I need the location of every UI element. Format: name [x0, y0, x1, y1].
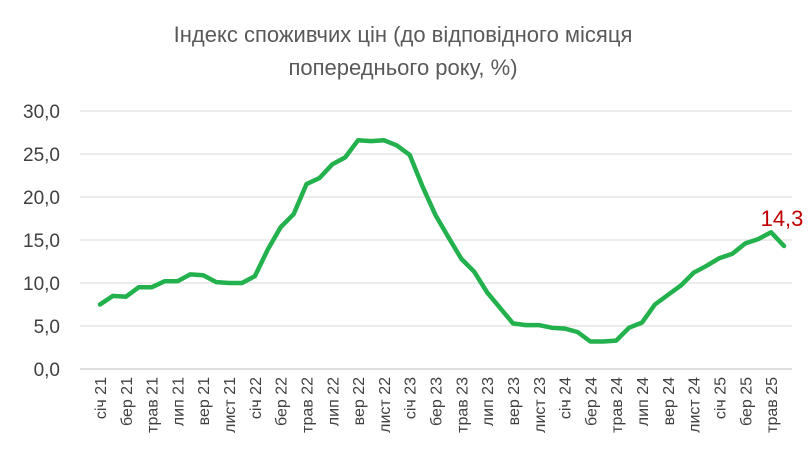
x-tick-label: бер 24	[583, 377, 600, 426]
gridlines	[80, 110, 792, 370]
series-lines	[97, 137, 787, 344]
x-tick-label: лист 23	[532, 377, 549, 433]
x-tick-label: січ 21	[93, 377, 110, 419]
x-tick-label: лип 21	[170, 377, 187, 426]
x-axis: січ 21 бер 21 трав 21 лип 21 вер 21 лист 21 сі…	[93, 377, 781, 433]
y-axis: 0,0 5,0 10,0 15,0 20,0 25,0 30,0	[23, 102, 60, 381]
x-tick-label: січ 23	[403, 377, 420, 419]
x-tick-label: вер 23	[506, 377, 523, 425]
x-tick-label: лист 22	[377, 377, 394, 433]
y-tick-label: 15,0	[23, 231, 60, 252]
x-tick-label: бер 21	[119, 377, 136, 426]
y-tick-label: 5,0	[34, 317, 60, 338]
y-tick-label: 0,0	[34, 360, 60, 381]
annotations: 14,3	[761, 206, 804, 231]
x-tick-label: трав 21	[145, 377, 162, 433]
x-tick-label: трав 22	[299, 377, 316, 433]
x-tick-label: вер 22	[351, 377, 368, 425]
x-tick-label: лист 24	[687, 377, 704, 433]
x-tick-label: бер 23	[429, 377, 446, 426]
x-tick-label: вер 24	[661, 377, 678, 425]
series-line	[97, 137, 787, 344]
series-points	[98, 138, 786, 343]
x-tick-label: вер 21	[196, 377, 213, 425]
x-tick-label: лип 22	[325, 377, 342, 426]
x-tick-label: лип 23	[480, 377, 497, 426]
x-tick-label: трав 25	[764, 377, 781, 433]
y-tick-label: 10,0	[23, 274, 60, 295]
x-tick-label: січ 25	[712, 377, 729, 419]
chart-title-line-1: Індекс споживчих цін (до відповідного мі…	[174, 22, 633, 47]
y-tick-label: 20,0	[23, 188, 60, 209]
x-tick-label: січ 24	[558, 377, 575, 419]
x-tick-label: бер 25	[738, 377, 755, 426]
x-tick-label: лип 24	[635, 377, 652, 426]
x-tick-label: січ 22	[248, 377, 265, 419]
chart-title: Індекс споживчих цін (до відповідного мі…	[174, 22, 633, 80]
x-tick-label: трав 23	[454, 377, 471, 433]
x-tick-label: бер 22	[274, 377, 291, 426]
x-tick-label: трав 24	[609, 377, 626, 433]
x-tick-label: лист 21	[222, 377, 239, 433]
data-label: 14,3	[761, 206, 804, 231]
y-tick-label: 25,0	[23, 145, 60, 166]
chart-title-line-2: попереднього року, %)	[288, 55, 517, 80]
y-tick-label: 30,0	[23, 102, 60, 123]
